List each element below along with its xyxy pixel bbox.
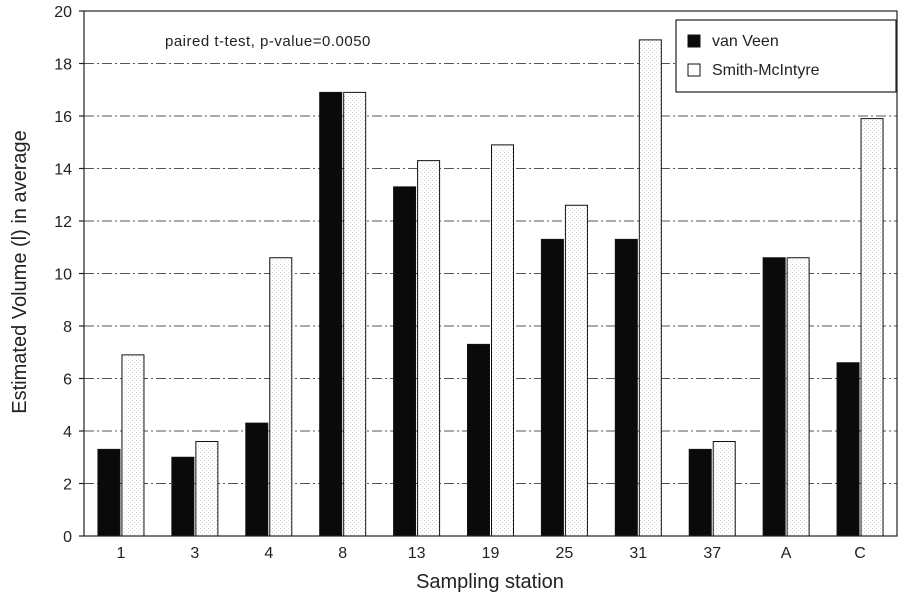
bar-van-veen-31 [614, 238, 638, 537]
annotation-text: paired t-test, p-value=0.0050 [165, 33, 371, 50]
x-tick-label: 31 [629, 545, 647, 562]
gridlines [84, 63, 897, 484]
bar-smith-mcintyre-25 [564, 204, 588, 537]
y-tick-label: 18 [54, 57, 72, 74]
x-axis-label: Sampling station [416, 571, 564, 593]
bar-smith-mcintyre-A [786, 257, 810, 537]
bar-smith-mcintyre-1 [121, 354, 145, 537]
x-tick-label: 37 [703, 545, 721, 562]
bar-smith-mcintyre-4 [269, 257, 293, 537]
x-tick-label: 13 [408, 545, 426, 562]
y-tick-label: 6 [63, 372, 72, 389]
y-tick-label: 10 [54, 267, 72, 284]
x-tick-label: 25 [556, 545, 574, 562]
bar-van-veen-A [762, 257, 786, 537]
x-tick-label: 4 [264, 545, 273, 562]
bars [97, 39, 884, 537]
legend-label-van-veen: van Veen [712, 33, 779, 50]
x-tick-label: A [781, 545, 792, 562]
x-tick-label: C [854, 545, 866, 562]
x-tick-label: 19 [482, 545, 500, 562]
bar-smith-mcintyre-C [860, 118, 884, 537]
x-tick-label: 8 [338, 545, 347, 562]
bar-van-veen-19 [467, 343, 490, 537]
bar-smith-mcintyre-37 [712, 441, 736, 537]
y-tick-label: 0 [63, 529, 72, 546]
bar-smith-mcintyre-19 [491, 144, 514, 537]
bar-van-veen-C [836, 362, 860, 537]
y-tick-label: 20 [54, 4, 72, 21]
y-tick-label: 8 [63, 319, 72, 336]
legend-box [675, 19, 897, 93]
legend-swatch-van-veen [687, 34, 701, 48]
y-tick-label: 2 [63, 477, 72, 494]
x-axis-ticks: 1 3 4 8 13 19 25 31 37 A C [117, 545, 866, 562]
bar-van-veen-13 [393, 186, 417, 537]
y-axis-ticks: 0 2 4 6 8 10 12 14 16 18 20 [54, 4, 84, 546]
bar-smith-mcintyre-13 [417, 160, 441, 537]
bar-smith-mcintyre-8 [343, 91, 367, 537]
bar-van-veen-1 [97, 448, 121, 537]
bar-van-veen-37 [688, 448, 712, 537]
y-axis-label: Estimated Volume (l) in average [9, 130, 31, 413]
legend-label-smith-mcintyre: Smith-McIntyre [712, 62, 820, 79]
bar-van-veen-3 [171, 456, 195, 537]
bar-van-veen-8 [319, 91, 343, 537]
bar-smith-mcintyre-31 [638, 39, 662, 537]
y-tick-label: 12 [54, 214, 72, 231]
bar-smith-mcintyre-3 [195, 441, 219, 537]
legend-swatch-smith-mcintyre [687, 63, 701, 77]
x-tick-label: 1 [117, 545, 126, 562]
x-tick-label: 3 [190, 545, 199, 562]
legend: van Veen Smith-McIntyre [675, 19, 897, 93]
y-tick-label: 16 [54, 109, 72, 126]
bar-van-veen-25 [540, 238, 564, 537]
y-tick-label: 4 [63, 424, 72, 441]
bar-van-veen-4 [245, 422, 269, 537]
y-tick-label: 14 [54, 162, 72, 179]
